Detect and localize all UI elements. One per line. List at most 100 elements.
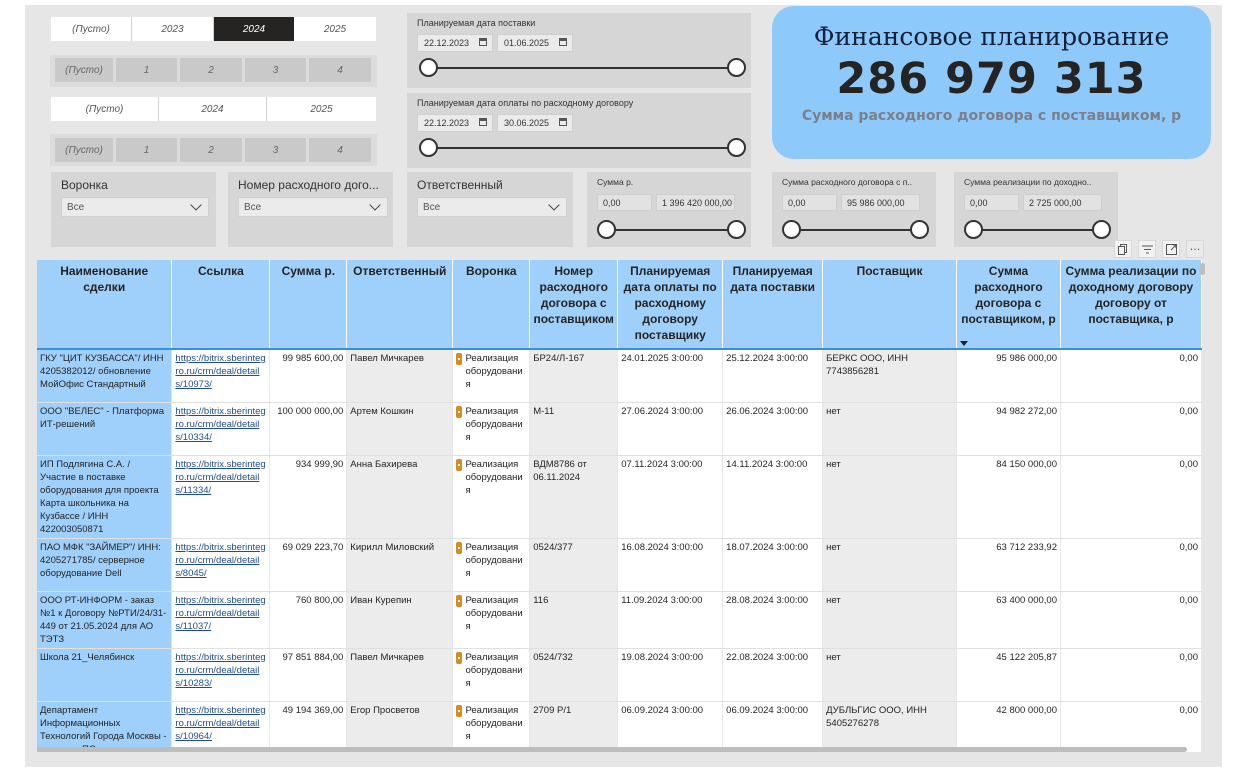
year-tile-2024[interactable]: 2024: [159, 97, 267, 121]
calendar-icon[interactable]: [559, 38, 567, 46]
copy-icon[interactable]: [1114, 240, 1132, 258]
column-header-responsible[interactable]: Ответственный: [346, 260, 454, 350]
table-row[interactable]: ООО "ВЕЛЕС" - Платформа ИТ-решений https:…: [37, 402, 1202, 456]
slider-handle-max[interactable]: [727, 58, 746, 77]
funnel-label: Реализация оборудования: [465, 651, 523, 689]
deal-name-cell[interactable]: Департамент Информационных Технологий Го…: [37, 701, 173, 752]
slider-handle-min[interactable]: [782, 220, 801, 239]
column-header-supplier[interactable]: Поставщик: [822, 260, 958, 350]
calendar-icon[interactable]: [479, 118, 487, 126]
range-max-input[interactable]: 1 396 420 000,00: [656, 194, 735, 211]
month-tile-4[interactable]: 4: [309, 138, 371, 162]
deal-link[interactable]: https://bitrix.sberintegro.ru/crm/deal/d…: [175, 541, 266, 579]
month-tile-1[interactable]: 1: [116, 58, 177, 82]
range-min-input[interactable]: 0,00: [964, 194, 1019, 211]
column-header-link[interactable]: Ссылка: [171, 260, 271, 350]
contract-sum-cell: 63 712 233,92: [956, 538, 1061, 592]
deal-name-cell[interactable]: Школа 21_Челябинск: [37, 648, 173, 702]
year-tile-blank[interactable]: (Пусто): [51, 97, 159, 121]
year-tile-2023[interactable]: 2023: [132, 17, 214, 41]
month-tile-3[interactable]: 3: [245, 138, 306, 162]
delivery-date-from[interactable]: 22.12.2023: [417, 34, 493, 52]
payment-date-cell: 16.08.2024 3:00:00: [617, 538, 724, 592]
slider-handle-min[interactable]: [419, 58, 438, 77]
deal-link-cell: https://bitrix.sberintegro.ru/crm/deal/d…: [171, 591, 271, 649]
table-row[interactable]: Департамент Информационных Технологий Го…: [37, 701, 1202, 752]
sum-cell: 100 000 000,00: [269, 402, 348, 456]
table-row[interactable]: ГКУ "ЦИТ КУЗБАССА"/ ИНН 4205382012/ обно…: [37, 349, 1202, 403]
slider-handle-max[interactable]: [910, 220, 929, 239]
responsible-dropdown[interactable]: Все: [417, 197, 567, 217]
column-header-funnel[interactable]: Воронка: [452, 260, 531, 350]
table-row[interactable]: ПАО МФК "ЗАЙМЕР"/ ИНН: 4205271785/ серве…: [37, 538, 1202, 592]
contract-sum-cell: 45 122 205,87: [956, 648, 1061, 702]
chevron-down-icon: [190, 199, 202, 211]
range-min-input[interactable]: 0,00: [597, 194, 652, 211]
more-options-icon[interactable]: ···: [1186, 240, 1204, 258]
month-tile-2[interactable]: 2: [180, 138, 242, 162]
deal-name-cell[interactable]: ПАО МФК "ЗАЙМЕР"/ ИНН: 4205271785/ серве…: [37, 538, 173, 592]
calendar-icon[interactable]: [479, 38, 487, 46]
column-header-name[interactable]: Наименование сделки: [37, 260, 173, 350]
column-header-sales-sum[interactable]: Сумма реализации по доходному договору д…: [1060, 260, 1202, 350]
deal-link[interactable]: https://bitrix.sberintegro.ru/crm/deal/d…: [175, 704, 266, 742]
payment-date-to[interactable]: 30.06.2025: [497, 114, 573, 132]
slider-handle-max[interactable]: [1092, 220, 1111, 239]
delivery-date-cell: 28.08.2024 3:00:00: [722, 591, 824, 649]
table-row[interactable]: ИП Подлягина С.А. / Участие в поставке о…: [37, 455, 1202, 539]
contract-number-dropdown[interactable]: Все: [238, 197, 388, 217]
deal-link[interactable]: https://bitrix.sberintegro.ru/crm/deal/d…: [175, 353, 266, 390]
table-row[interactable]: Школа 21_Челябинск https://bitrix.sberint…: [37, 648, 1202, 702]
deal-link[interactable]: https://bitrix.sberintegro.ru/crm/deal/d…: [175, 405, 266, 443]
range-max-input[interactable]: 2 725 000,00: [1023, 194, 1102, 211]
filter-icon[interactable]: [1138, 240, 1156, 258]
year-tile-blank[interactable]: (Пусто): [51, 17, 132, 41]
month-tile-blank[interactable]: (Пусто): [55, 58, 113, 82]
vertical-scrollbar[interactable]: [1200, 263, 1205, 275]
slider-handle-min[interactable]: [597, 220, 616, 239]
deal-link[interactable]: https://bitrix.sberintegro.ru/crm/deal/d…: [175, 594, 266, 632]
year-tile-2025[interactable]: 2025: [294, 17, 376, 41]
horizontal-scrollbar[interactable]: [37, 747, 1187, 752]
deal-link[interactable]: https://bitrix.sberintegro.ru/crm/deal/d…: [175, 458, 266, 496]
slider-track: [429, 147, 737, 149]
payment-date-from[interactable]: 22.12.2023: [417, 114, 493, 132]
slider-handle-max[interactable]: [727, 220, 746, 239]
funnel-stage-icon: [456, 704, 463, 717]
supplier-cell: ДУБЛЬГИС ООО, ИНН 5405276278: [822, 701, 958, 752]
deal-link[interactable]: https://bitrix.sberintegro.ru/crm/deal/d…: [175, 651, 266, 689]
month-tile-blank[interactable]: (Пусто): [55, 138, 113, 162]
funnel-dropdown[interactable]: Все: [61, 197, 209, 217]
sales-sum-cell: 0,00: [1060, 648, 1202, 702]
column-header-contract-sum[interactable]: Сумма расходного договора с поставщиком,…: [956, 260, 1061, 350]
sum-cell: 97 851 884,00: [269, 648, 348, 702]
sort-descending-icon: [960, 341, 969, 346]
column-header-sum[interactable]: Сумма р.: [269, 260, 348, 350]
range-min-input[interactable]: 0,00: [782, 194, 837, 211]
month-tile-3[interactable]: 3: [245, 58, 306, 82]
range-max-input[interactable]: 95 986 000,00: [841, 194, 920, 211]
column-header-delivery-date[interactable]: Планируемая дата поставки: [722, 260, 824, 350]
month-tile-1[interactable]: 1: [116, 138, 177, 162]
focus-mode-icon[interactable]: [1162, 240, 1180, 258]
slider-handle-min[interactable]: [964, 220, 983, 239]
deal-name-cell[interactable]: ИП Подлягина С.А. / Участие в поставке о…: [37, 455, 173, 539]
month-tile-4[interactable]: 4: [309, 58, 371, 82]
column-header-contract-number[interactable]: Номер расходного договора с поставщиком: [529, 260, 619, 350]
month-tile-2[interactable]: 2: [180, 58, 242, 82]
contract-number-cell: 0524/377: [529, 538, 619, 592]
calendar-icon[interactable]: [559, 118, 567, 126]
deal-name-cell[interactable]: ООО РТ-ИНФОРМ - заказ №1 к Договору №РТИ…: [37, 591, 173, 649]
column-header-payment-date[interactable]: Планируемая дата оплаты по расходному до…: [617, 260, 724, 350]
table-row[interactable]: ООО РТ-ИНФОРМ - заказ №1 к Договору №РТИ…: [37, 591, 1202, 649]
contract-sum-range-slicer: Сумма расходного договора с п.. 0,00 95 …: [772, 172, 936, 247]
deal-name-cell[interactable]: ГКУ "ЦИТ КУЗБАССА"/ ИНН 4205382012/ обно…: [37, 349, 173, 403]
deals-table: Наименование сделки Ссылка Сумма р. Отве…: [37, 260, 1202, 752]
slider-track: [607, 229, 737, 231]
year-tile-2024-selected[interactable]: 2024: [214, 17, 294, 41]
slider-handle-min[interactable]: [419, 138, 438, 157]
slider-handle-max[interactable]: [727, 138, 746, 157]
delivery-date-to[interactable]: 01.06.2025: [497, 34, 573, 52]
year-tile-2025[interactable]: 2025: [267, 97, 376, 121]
deal-name-cell[interactable]: ООО "ВЕЛЕС" - Платформа ИТ-решений: [37, 402, 173, 456]
